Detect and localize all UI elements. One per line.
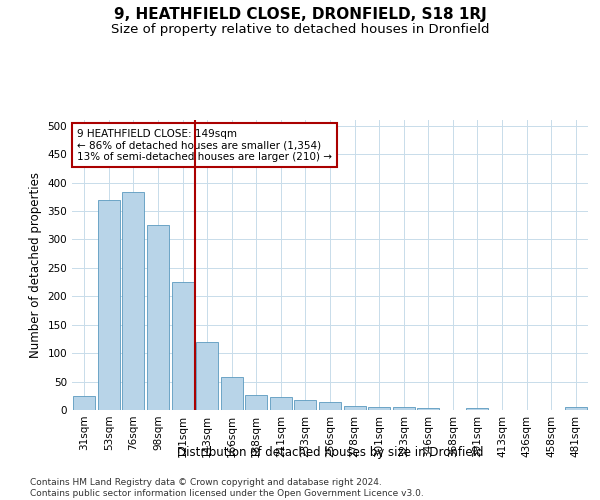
Bar	[172, 282, 194, 410]
Bar	[270, 398, 292, 410]
Bar	[147, 225, 169, 410]
Bar	[565, 407, 587, 410]
Bar	[73, 396, 95, 410]
Bar	[221, 377, 243, 410]
Text: 9, HEATHFIELD CLOSE, DRONFIELD, S18 1RJ: 9, HEATHFIELD CLOSE, DRONFIELD, S18 1RJ	[113, 8, 487, 22]
Bar	[392, 407, 415, 410]
Text: Size of property relative to detached houses in Dronfield: Size of property relative to detached ho…	[111, 22, 489, 36]
Text: Distribution of detached houses by size in Dronfield: Distribution of detached houses by size …	[177, 446, 483, 459]
Text: Contains HM Land Registry data © Crown copyright and database right 2024.
Contai: Contains HM Land Registry data © Crown c…	[30, 478, 424, 498]
Bar	[466, 408, 488, 410]
Bar	[295, 400, 316, 410]
Y-axis label: Number of detached properties: Number of detached properties	[29, 172, 42, 358]
Bar	[245, 395, 268, 410]
Bar	[319, 402, 341, 410]
Bar	[122, 192, 145, 410]
Bar	[196, 342, 218, 410]
Bar	[417, 408, 439, 410]
Bar	[98, 200, 120, 410]
Bar	[344, 406, 365, 410]
Text: 9 HEATHFIELD CLOSE: 149sqm
← 86% of detached houses are smaller (1,354)
13% of s: 9 HEATHFIELD CLOSE: 149sqm ← 86% of deta…	[77, 128, 332, 162]
Bar	[368, 407, 390, 410]
